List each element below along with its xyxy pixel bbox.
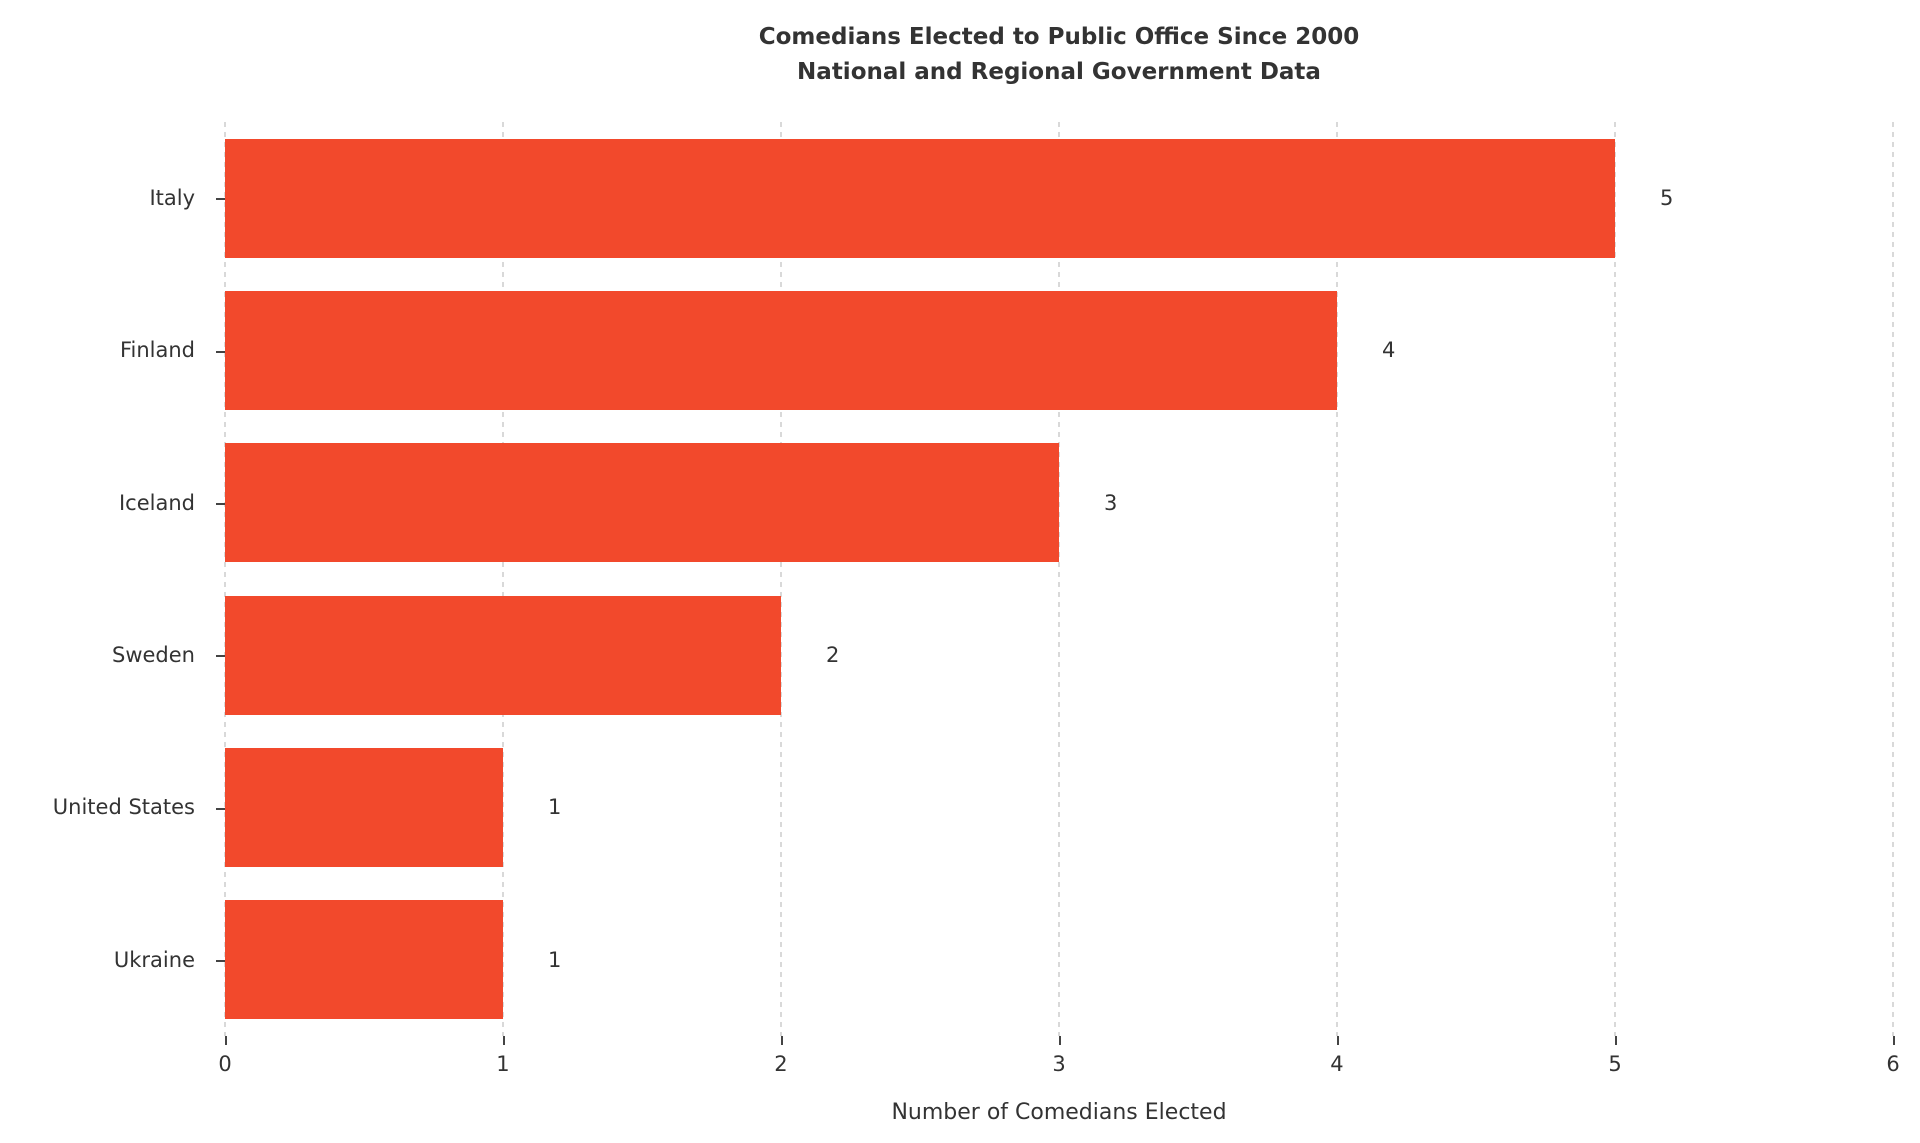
y-axis-labels: Italy Finland Iceland Sweden United States Uk… <box>0 122 225 1036</box>
category-label: Ukraine <box>113 947 195 972</box>
gridline <box>1335 122 1338 1036</box>
y-tick-mark <box>216 807 225 810</box>
x-tick-label: 5 <box>1608 1052 1622 1076</box>
category-label: Italy <box>149 186 195 211</box>
x-tick-label: 2 <box>774 1052 788 1076</box>
y-tick-mark <box>216 959 225 962</box>
bar <box>225 595 781 715</box>
bar-value-label: 3 <box>1104 490 1118 515</box>
x-tick-label: 0 <box>218 1052 232 1076</box>
gridline <box>1892 122 1894 1036</box>
bar-value-label: 4 <box>1381 338 1396 363</box>
gridline <box>779 122 782 1036</box>
bar <box>225 748 503 867</box>
y-tick-mark <box>216 655 225 658</box>
bar-row: 1 <box>225 731 1893 883</box>
y-tick-mark <box>216 198 225 201</box>
category-label: Iceland <box>118 490 195 515</box>
x-tick-label: 3 <box>1052 1052 1066 1076</box>
gridline <box>1614 122 1616 1036</box>
bar-value-label: 2 <box>825 643 840 668</box>
gridline <box>501 122 504 1036</box>
x-tick-mark <box>1893 1036 1895 1045</box>
x-tick-mark <box>780 1036 783 1045</box>
bar <box>225 291 1337 410</box>
bar <box>225 900 503 1020</box>
plot-area: 0 1 2 3 4 5 6 5 4 3 2 1 1 <box>216 122 1900 1076</box>
bar-value-label: 5 <box>1660 186 1674 211</box>
category-label: Sweden <box>112 643 195 668</box>
x-tick-mark <box>1336 1036 1339 1045</box>
bar <box>225 443 1059 563</box>
bar-row: 2 <box>225 579 1893 731</box>
category-label: Finland <box>119 338 195 363</box>
bar-row: 5 <box>225 122 1893 274</box>
bar-row: 4 <box>225 274 1893 426</box>
y-tick-mark <box>216 502 225 505</box>
x-tick-mark <box>1615 1036 1617 1045</box>
x-tick-mark <box>225 1036 227 1045</box>
x-tick-label: 1 <box>496 1052 510 1076</box>
y-tick-mark <box>216 350 225 353</box>
x-tick-mark <box>502 1036 505 1045</box>
bar-row: 3 <box>225 427 1893 579</box>
bar-value-label: 1 <box>547 947 562 972</box>
x-tick-label: 4 <box>1330 1052 1344 1076</box>
x-axis-label: Number of Comedians Elected <box>891 1100 1227 1125</box>
bar <box>225 138 1615 258</box>
bar-row: 1 <box>225 884 1893 1036</box>
chart-title: Comedians Elected to Public Office Since… <box>758 24 1360 85</box>
gridline <box>1058 122 1060 1036</box>
x-tick-mark <box>1059 1036 1061 1045</box>
x-tick-label: 6 <box>1886 1052 1900 1076</box>
gridline <box>224 122 226 1036</box>
category-label: United States <box>52 795 195 820</box>
bar-value-label: 1 <box>547 795 562 820</box>
